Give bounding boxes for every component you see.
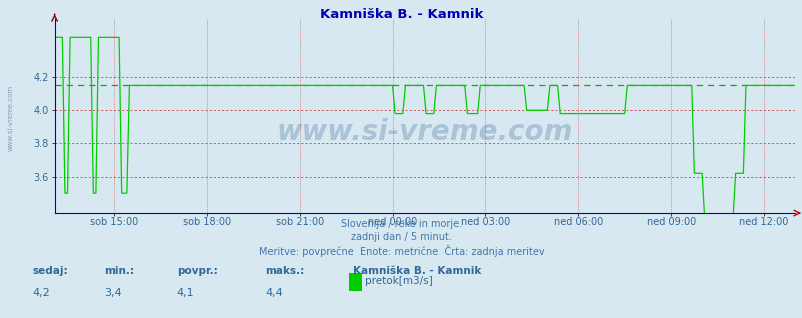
Text: pretok[m3/s]: pretok[m3/s] xyxy=(365,276,432,286)
Text: 4,1: 4,1 xyxy=(176,288,194,298)
Text: www.si-vreme.com: www.si-vreme.com xyxy=(276,118,573,146)
Text: maks.:: maks.: xyxy=(265,266,304,275)
Text: www.si-vreme.com: www.si-vreme.com xyxy=(7,85,14,151)
Text: 4,2: 4,2 xyxy=(32,288,50,298)
Text: 4,4: 4,4 xyxy=(265,288,282,298)
Text: sedaj:: sedaj: xyxy=(32,266,67,275)
Text: min.:: min.: xyxy=(104,266,134,275)
Text: Meritve: povprečne  Enote: metrične  Črta: zadnja meritev: Meritve: povprečne Enote: metrične Črta:… xyxy=(258,245,544,257)
Text: Slovenija / reke in morje.: Slovenija / reke in morje. xyxy=(341,219,461,229)
Text: povpr.:: povpr.: xyxy=(176,266,217,275)
Text: Kamniška B. - Kamnik: Kamniška B. - Kamnik xyxy=(353,266,481,275)
Text: zadnji dan / 5 minut.: zadnji dan / 5 minut. xyxy=(350,232,452,242)
Text: Kamniška B. - Kamnik: Kamniška B. - Kamnik xyxy=(319,8,483,21)
Text: 3,4: 3,4 xyxy=(104,288,122,298)
